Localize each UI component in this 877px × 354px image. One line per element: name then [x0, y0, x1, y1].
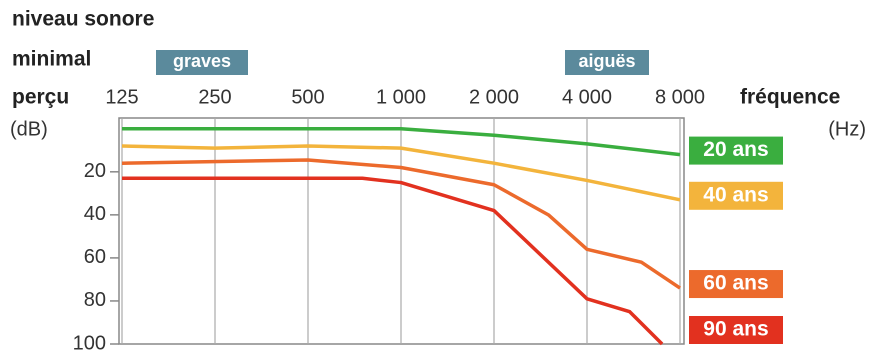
legend-box: [689, 316, 783, 344]
legend-label: 60 ans: [703, 272, 768, 295]
legend-label: 40 ans: [703, 183, 768, 206]
x-tick-label: 1 000: [376, 86, 426, 108]
line: [121, 144, 681, 202]
legend-label: 90 ans: [703, 318, 768, 341]
legend-label: 20 ans: [703, 138, 768, 161]
x-tick-label: 250: [198, 86, 231, 108]
line: [121, 158, 681, 290]
x-tick-label: 125: [105, 86, 138, 108]
y-tick-label: 80: [84, 289, 106, 311]
annotation-box: [565, 50, 649, 75]
legend-box: [689, 270, 783, 299]
y-unit: (dB): [10, 118, 48, 140]
y-tick-label: 20: [84, 160, 106, 182]
x-tick-label: 4 000: [562, 86, 612, 108]
y-tick-label: 100: [73, 332, 106, 354]
x-tick-label: 2 000: [469, 86, 519, 108]
annotation: graves: [173, 51, 231, 71]
x-tick-label: 500: [291, 86, 324, 108]
y-tick-label: 60: [84, 246, 106, 268]
legend-box: [689, 136, 783, 165]
title-line: niveau sonore: [12, 8, 154, 31]
x-unit: (Hz): [828, 118, 866, 140]
annotation: aiguës: [578, 51, 635, 71]
line: [122, 176, 664, 346]
x-tick-label: 8 000: [655, 86, 705, 108]
title-line: minimal: [12, 48, 91, 71]
x-label: fréquence: [740, 86, 840, 109]
line: [122, 127, 681, 157]
annotation-box: [156, 50, 248, 75]
y-tick-label: 40: [84, 203, 106, 225]
legend-box: [689, 181, 783, 210]
title-line: perçu: [12, 86, 69, 109]
